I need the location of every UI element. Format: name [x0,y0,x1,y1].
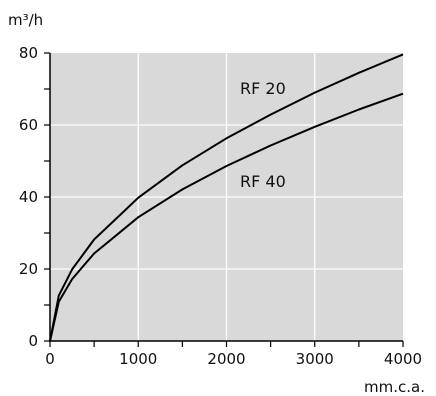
x-tick-label: 4000 [384,350,422,368]
y-axis-title: m³/h [8,11,43,29]
series-label-2: RF 40 [240,172,286,191]
x-tick-label: 1000 [119,350,157,368]
series-label-1: RF 20 [240,79,286,98]
axes [44,52,404,347]
series: RF 20 RF 40 [49,53,404,342]
y-tick-label: 60 [19,116,38,134]
y-tick-label: 40 [19,188,38,206]
grid [50,53,403,341]
tick-labels: 0 20 40 60 80 0 1000 2000 3000 4000 [19,44,422,368]
x-axis-title: mm.c.a. [364,378,425,396]
series-line-2 [49,92,404,342]
series-line-1 [49,53,404,342]
y-tick-label: 0 [28,332,38,350]
x-tick-label: 2000 [207,350,245,368]
x-tick-label: 0 [45,350,55,368]
x-tick-label: 3000 [296,350,334,368]
y-tick-label: 20 [19,260,38,278]
y-tick-label: 80 [19,44,38,62]
